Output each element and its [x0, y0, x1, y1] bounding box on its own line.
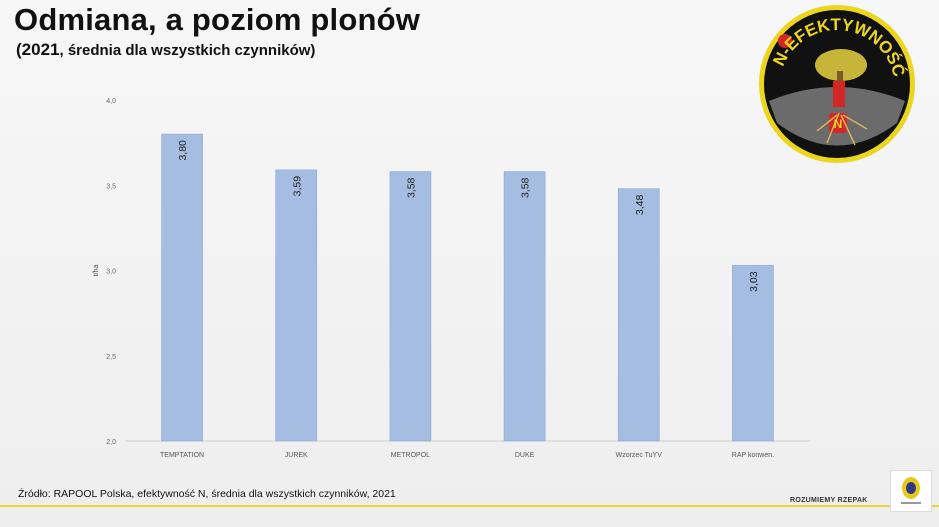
x-tick-label: TEMPTATION [160, 452, 204, 459]
y-tick-label: 2,5 [106, 354, 116, 361]
x-tick-label: DUKE [515, 452, 535, 459]
bar [503, 171, 546, 442]
y-tick-label: 3,5 [106, 183, 116, 190]
bar [617, 188, 660, 442]
data-label: 3,80 [177, 140, 189, 161]
y-tick-label: 4,0 [106, 98, 116, 105]
data-label: 3,48 [634, 195, 646, 216]
data-label: 3,58 [405, 177, 417, 198]
emblem-badge: N [834, 117, 843, 131]
bar [389, 171, 432, 442]
x-tick-label: JUREK [285, 452, 308, 459]
x-tick-label: RAP konwen. [732, 452, 774, 459]
y-axis-label: t/ha [93, 265, 100, 277]
subtitle-text: , średnia dla wszystkich czynników) [59, 42, 316, 59]
brand-slogan: ROZUMIEMY RZEPAK [790, 497, 868, 504]
subtitle-year: (2021 [16, 40, 60, 59]
bar [732, 265, 774, 442]
efektywnosc-emblem-logo: N-EFEKTYWNOŚĆ N [759, 5, 915, 163]
page-subtitle: (2021, średnia dla wszystkich czynników) [16, 40, 315, 60]
bar [275, 169, 318, 442]
data-label: 3,58 [520, 177, 532, 198]
rapool-logo [890, 470, 932, 512]
x-tick-label: Wzorzec TuYV [616, 452, 663, 459]
y-tick-label: 2,0 [106, 439, 116, 446]
bar [161, 133, 203, 442]
data-label: 3,03 [748, 271, 760, 292]
y-tick-label: 3,0 [106, 269, 116, 276]
x-tick-label: METROPOL [391, 452, 430, 459]
data-label: 3,59 [291, 176, 303, 197]
footer-divider [0, 505, 939, 507]
page-title: Odmiana, a poziom plonów [14, 2, 421, 37]
source-note: Źródło: RAPOOL Polska, efektywność N, śr… [18, 488, 396, 500]
